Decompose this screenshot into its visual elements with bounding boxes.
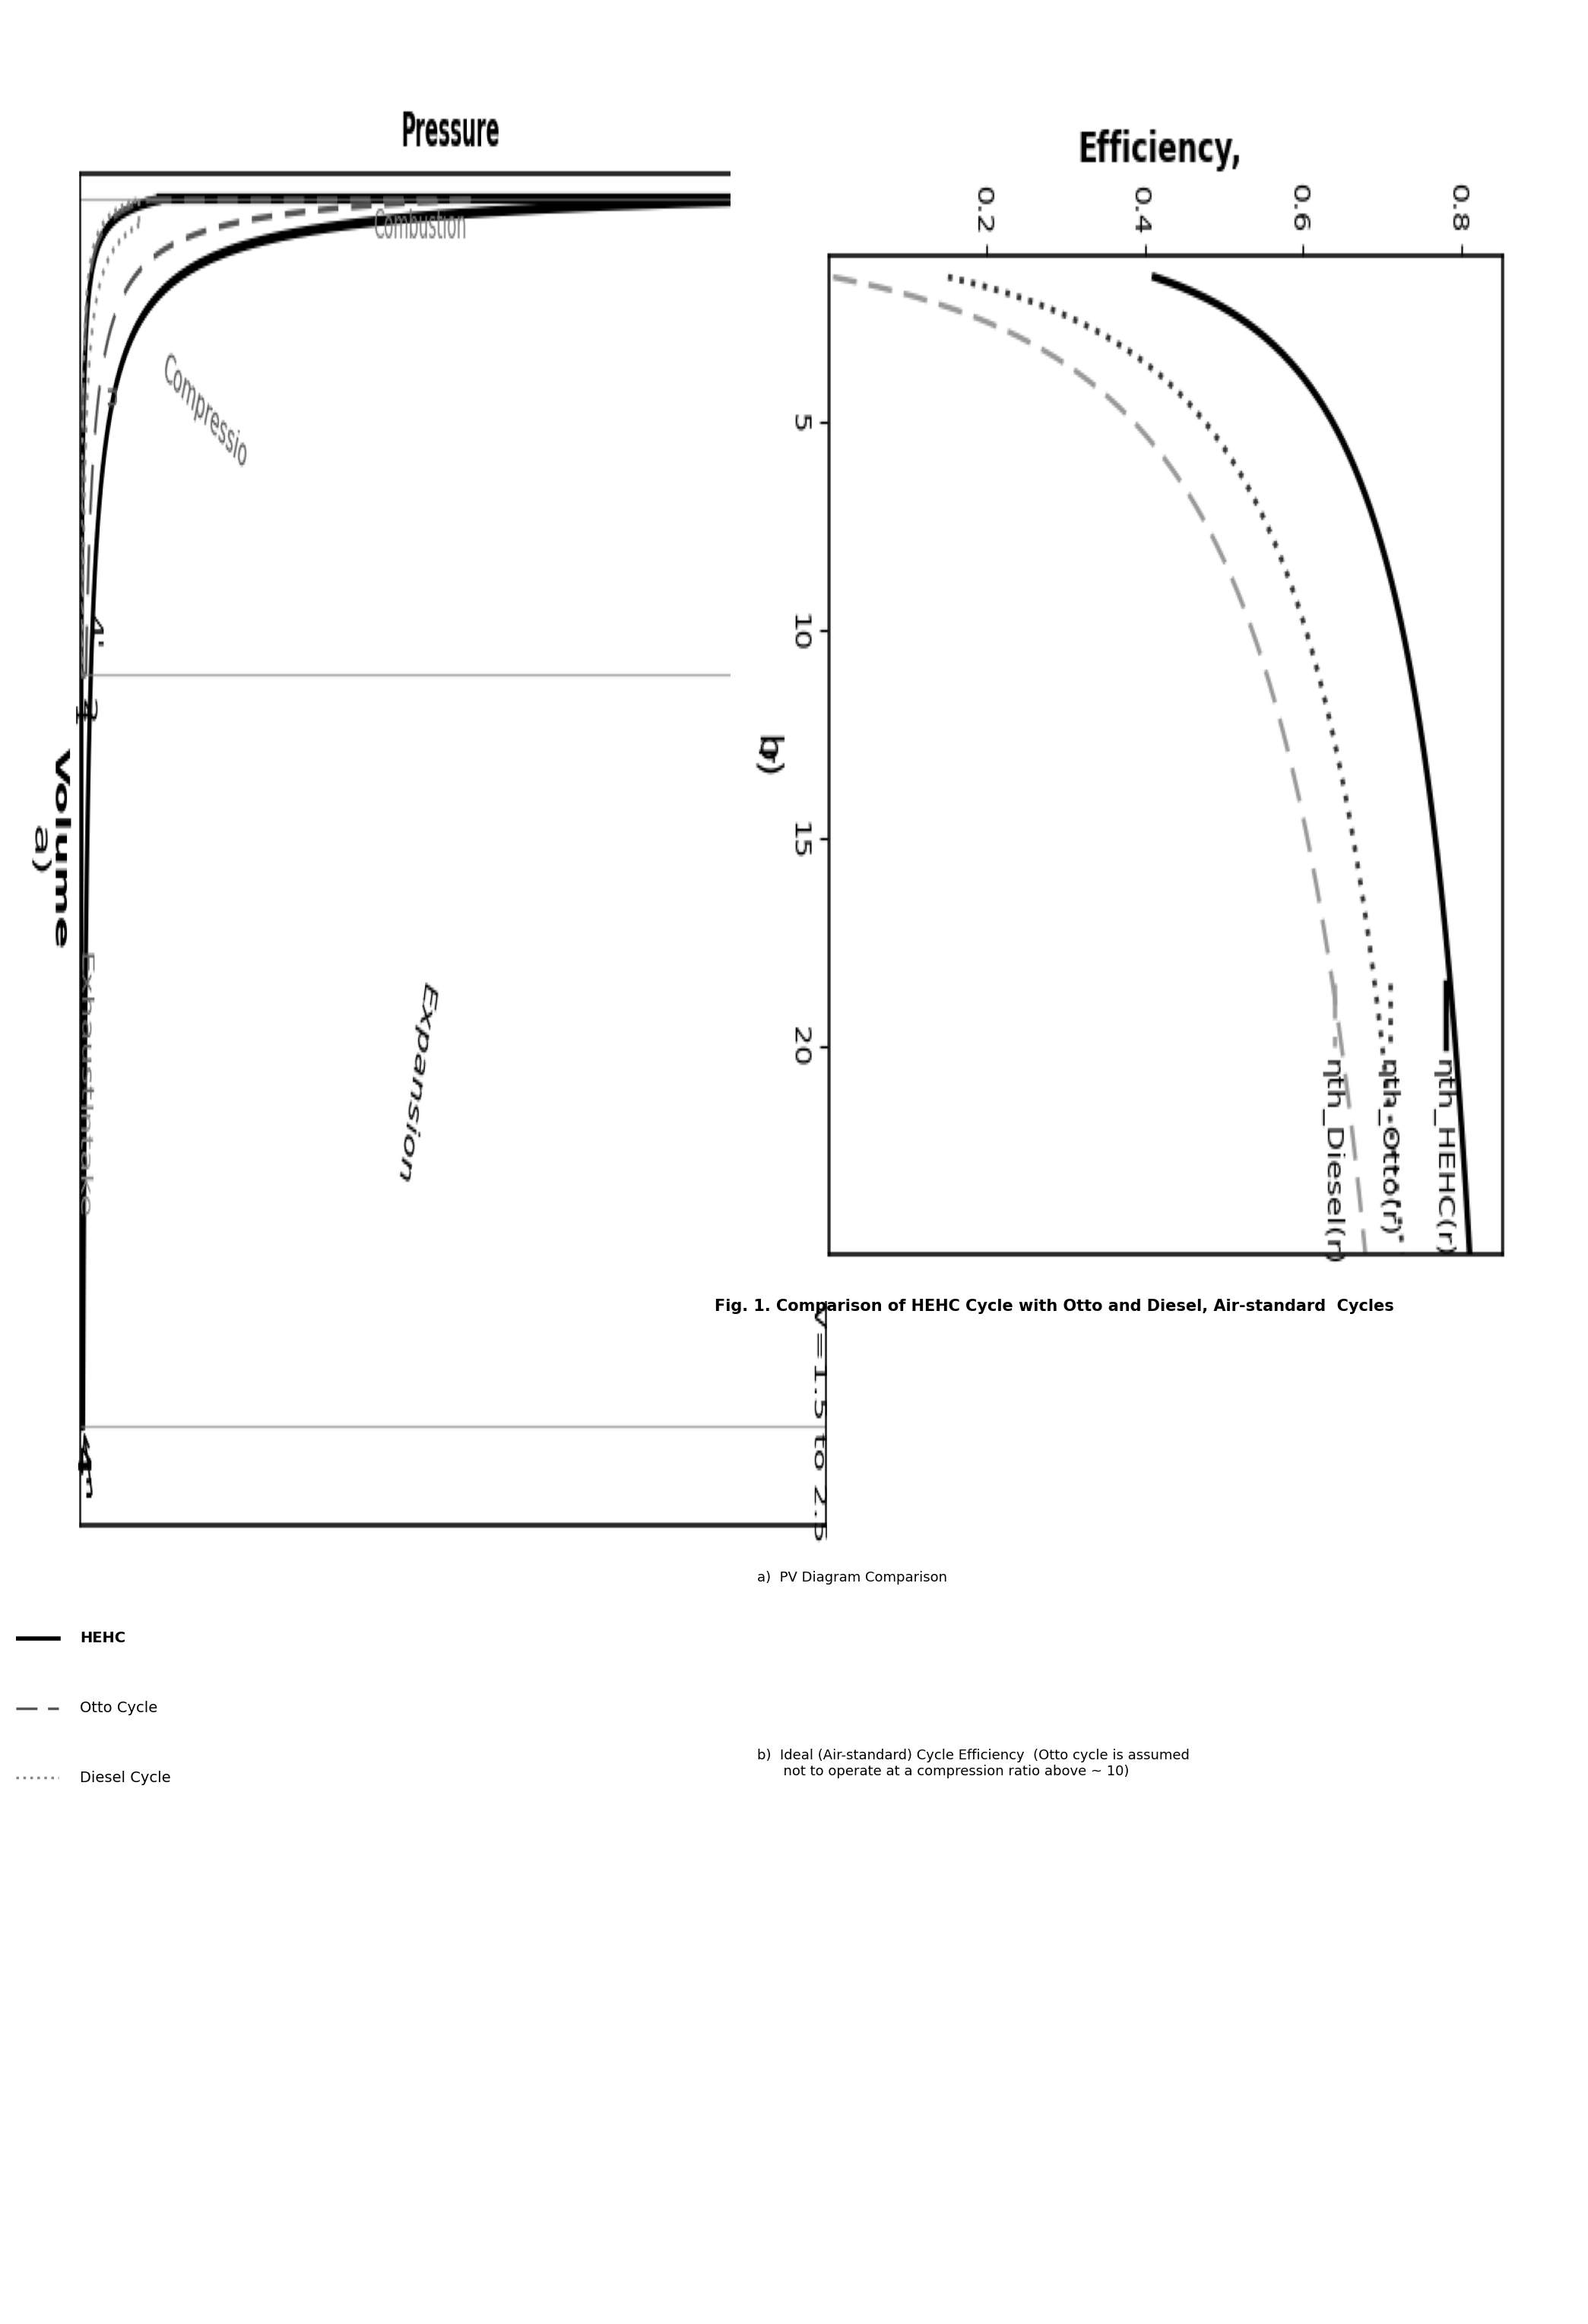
Text: b)  Ideal (Air-standard) Cycle Efficiency  (Otto cycle is assumed
      not to o: b) Ideal (Air-standard) Cycle Efficiency… xyxy=(757,1748,1189,1778)
Text: a)  PV Diagram Comparison: a) PV Diagram Comparison xyxy=(757,1571,948,1585)
Text: HEHC: HEHC xyxy=(79,1631,125,1645)
Text: Diesel Cycle: Diesel Cycle xyxy=(79,1771,172,1785)
Text: Fig. 1. Comparison of HEHC Cycle with Otto and Diesel, Air-standard  Cycles: Fig. 1. Comparison of HEHC Cycle with Ot… xyxy=(715,1299,1394,1315)
Text: Otto Cycle: Otto Cycle xyxy=(79,1701,157,1715)
